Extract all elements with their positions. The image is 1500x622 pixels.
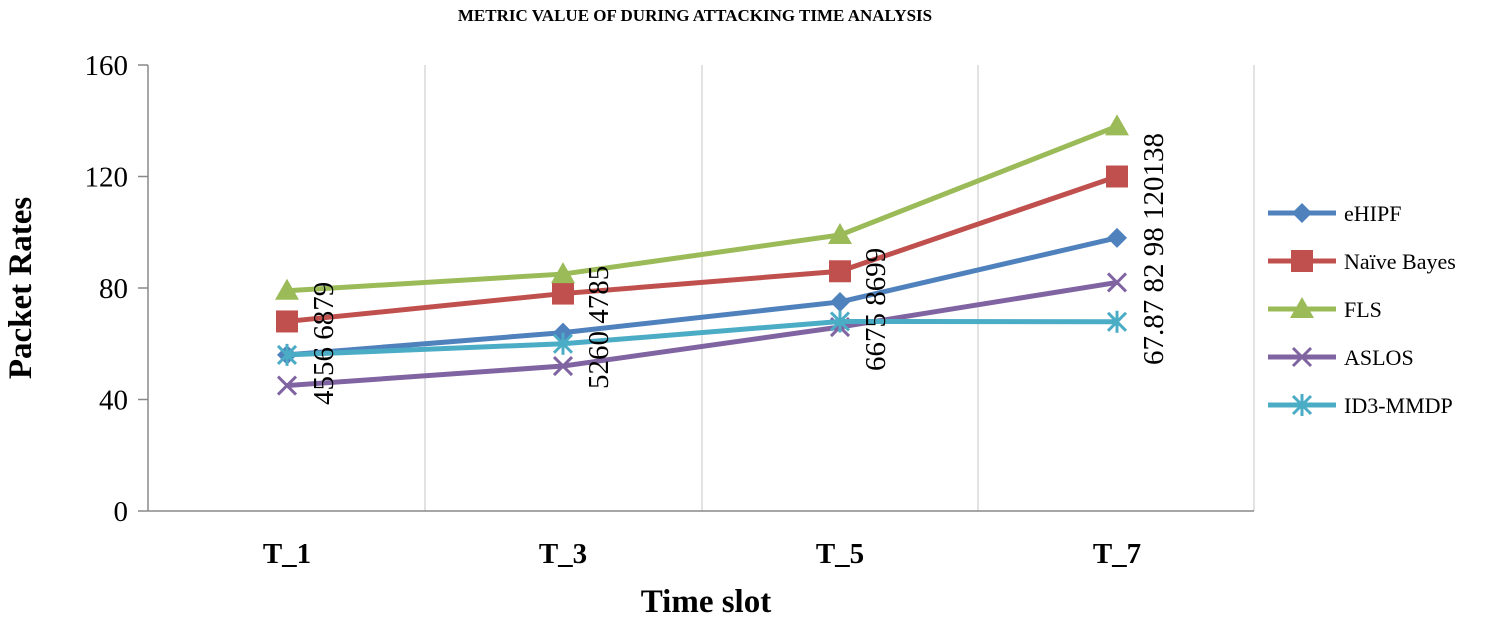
data-point (1291, 250, 1313, 272)
data-point (275, 278, 299, 300)
data-labels: 4556 6879 5260 4785 6675 8699 67.87 82 98 1… (308, 133, 1170, 405)
y-axis-title: Packet Rates (3, 197, 39, 380)
legend-item: ASLOS (1268, 345, 1414, 370)
series-na-ve-bayes (276, 165, 1128, 333)
data-point (552, 332, 574, 355)
data-point (276, 310, 298, 333)
y-tick-label: 80 (99, 273, 128, 305)
data-point (276, 343, 298, 366)
y-tick-label: 120 (85, 162, 129, 194)
series-line (286, 174, 1118, 324)
data-label: 5260 4785 (583, 266, 615, 389)
data-point (552, 282, 574, 305)
data-point (1107, 227, 1127, 248)
y-tick-label: 0 (114, 496, 129, 528)
gridlines (424, 65, 1255, 511)
legend-label: eHIPF (1344, 201, 1401, 226)
data-point (829, 260, 851, 283)
data-point (830, 291, 850, 312)
series-line (286, 318, 1118, 358)
legend-item: eHIPF (1268, 201, 1401, 226)
legend-item: Naïve Bayes (1268, 249, 1456, 274)
y-tick-label: 40 (99, 385, 128, 417)
chart-title: METRIC VALUE OF DURING ATTACKING TIME AN… (458, 6, 932, 25)
legend-label: ID3-MMDP (1344, 393, 1453, 418)
legend-label: ASLOS (1344, 345, 1414, 370)
legend: eHIPF Naïve Bayes FLS ASLOS ID3-MMDP (1268, 201, 1456, 418)
data-point (828, 223, 852, 245)
x-axis-title: Time slot (641, 584, 771, 620)
x-tick-label: T_1 (263, 538, 311, 570)
data-point (829, 310, 851, 333)
legend-label: FLS (1344, 297, 1382, 322)
series-line (286, 279, 1118, 389)
data-point (1291, 346, 1313, 368)
data-point (1105, 114, 1129, 136)
data-point (551, 262, 575, 284)
legend-label: Naïve Bayes (1344, 249, 1456, 274)
data-point (1106, 165, 1128, 188)
data-label: 67.87 82 98 120138 (1138, 133, 1170, 365)
x-tick-label: T_7 (1093, 538, 1141, 570)
data-point (552, 355, 574, 377)
x-tick-label: T_5 (816, 538, 864, 570)
series-line (286, 235, 1118, 358)
data-point (1292, 203, 1312, 223)
data-point (1106, 272, 1128, 293)
legend-item: ID3-MMDP (1268, 393, 1453, 418)
y-tick-label: 160 (85, 50, 129, 82)
data-point (1106, 310, 1128, 333)
series-fls (275, 114, 1129, 300)
series-line (286, 123, 1118, 294)
x-ticks: T_1 T_3 T_5 T_7 (263, 538, 1141, 570)
legend-item: FLS (1268, 297, 1382, 322)
x-tick-label: T_3 (539, 538, 587, 570)
data-point (1291, 394, 1313, 416)
data-point (276, 375, 298, 396)
data-label: 4556 6879 (308, 282, 340, 405)
series-group (275, 114, 1129, 396)
y-ticks: 0 40 80 120 160 (85, 50, 148, 528)
data-label: 6675 8699 (860, 248, 892, 371)
series-id3-mmdp (276, 310, 1128, 366)
data-point (1290, 297, 1314, 318)
